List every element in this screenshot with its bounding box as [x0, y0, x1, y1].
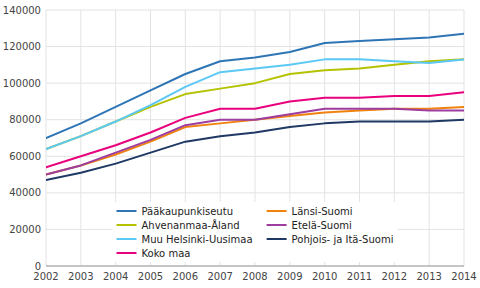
x-tick-label: 2003: [68, 271, 93, 282]
axes: 0 20000 40000 60000 80000 100000 120000 140000 2…: [3, 5, 477, 283]
y-grid-line: [46, 266, 464, 267]
y-tick-label: 140000: [3, 5, 41, 16]
x-tick-label: 2010: [312, 271, 337, 282]
legend: Pääkaupunkiseutu Ahvenanmaa-Åland Muu Hels…: [113, 202, 398, 262]
legend-item: Pohjois- ja Itä-Suomi: [267, 234, 394, 245]
legend-item: Ahvenanmaa-Åland: [117, 219, 240, 231]
legend-swatch: [117, 252, 137, 254]
legend-swatch: [267, 224, 287, 226]
y-tick-label: 120000: [3, 41, 41, 52]
legend-swatch: [117, 238, 137, 240]
chart: 0 20000 40000 60000 80000 100000 120000 140000 2…: [0, 0, 480, 288]
x-tick-label: 2002: [33, 271, 58, 282]
legend-swatch: [267, 238, 287, 240]
x-grid-line: [464, 10, 465, 266]
legend-swatch: [117, 224, 137, 226]
x-tick-label: 2014: [451, 271, 476, 282]
legend-item: Muu Helsinki-Uusimaa: [117, 234, 253, 245]
legend-label: Muu Helsinki-Uusimaa: [142, 234, 253, 245]
x-grid-line: [429, 10, 430, 266]
x-tick-label: 2009: [277, 271, 302, 282]
x-tick-label: 2011: [347, 271, 372, 282]
lines: [46, 34, 464, 180]
series-line: [46, 59, 464, 149]
y-tick-label: 80000: [9, 114, 41, 125]
x-grid-line: [80, 10, 81, 266]
x-tick-label: 2012: [382, 271, 407, 282]
legend-swatch: [117, 210, 137, 212]
legend-label: Länsi-Suomi: [292, 206, 353, 217]
x-tick-label: 2006: [173, 271, 198, 282]
series-line: [46, 120, 464, 180]
legend-label: Koko maa: [142, 248, 191, 259]
y-tick-label: 0: [35, 261, 41, 272]
legend-swatch: [267, 210, 287, 212]
x-tick-label: 2007: [207, 271, 232, 282]
legend-item: Koko maa: [117, 248, 191, 259]
legend-label: Ahvenanmaa-Åland: [142, 219, 240, 231]
legend-item: Pääkaupunkiseutu: [117, 206, 233, 217]
y-tick-label: 20000: [9, 224, 41, 235]
x-tick-label: 2004: [103, 271, 128, 282]
legend-item: Etelä-Suomi: [267, 220, 352, 231]
x-tick-label: 2005: [138, 271, 163, 282]
x-axis-line: [46, 266, 464, 267]
x-tick-label: 2008: [242, 271, 267, 282]
x-tick-label: 2013: [416, 271, 441, 282]
y-tick-label: 100000: [3, 78, 41, 89]
legend-item: Länsi-Suomi: [267, 206, 353, 217]
legend-label: Pohjois- ja Itä-Suomi: [292, 234, 394, 245]
y-tick-label: 60000: [9, 151, 41, 162]
legend-background: [113, 202, 398, 262]
series-line: [46, 59, 464, 149]
y-tick-label: 40000: [9, 187, 41, 198]
legend-label: Pääkaupunkiseutu: [142, 206, 233, 217]
legend-label: Etelä-Suomi: [292, 220, 352, 231]
grid: [46, 10, 464, 266]
